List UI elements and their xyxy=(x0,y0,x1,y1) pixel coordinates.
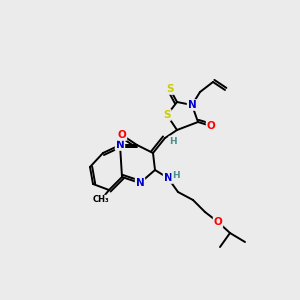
Text: H: H xyxy=(172,172,180,181)
Text: O: O xyxy=(118,130,126,140)
Text: N: N xyxy=(136,178,144,188)
Text: N: N xyxy=(164,173,172,183)
Text: H: H xyxy=(169,136,177,146)
Text: S: S xyxy=(166,84,174,94)
Text: O: O xyxy=(207,121,215,131)
Text: O: O xyxy=(214,217,222,227)
Text: N: N xyxy=(188,100,196,110)
Text: CH₃: CH₃ xyxy=(93,196,109,205)
Text: S: S xyxy=(163,110,171,120)
Text: N: N xyxy=(116,140,124,150)
